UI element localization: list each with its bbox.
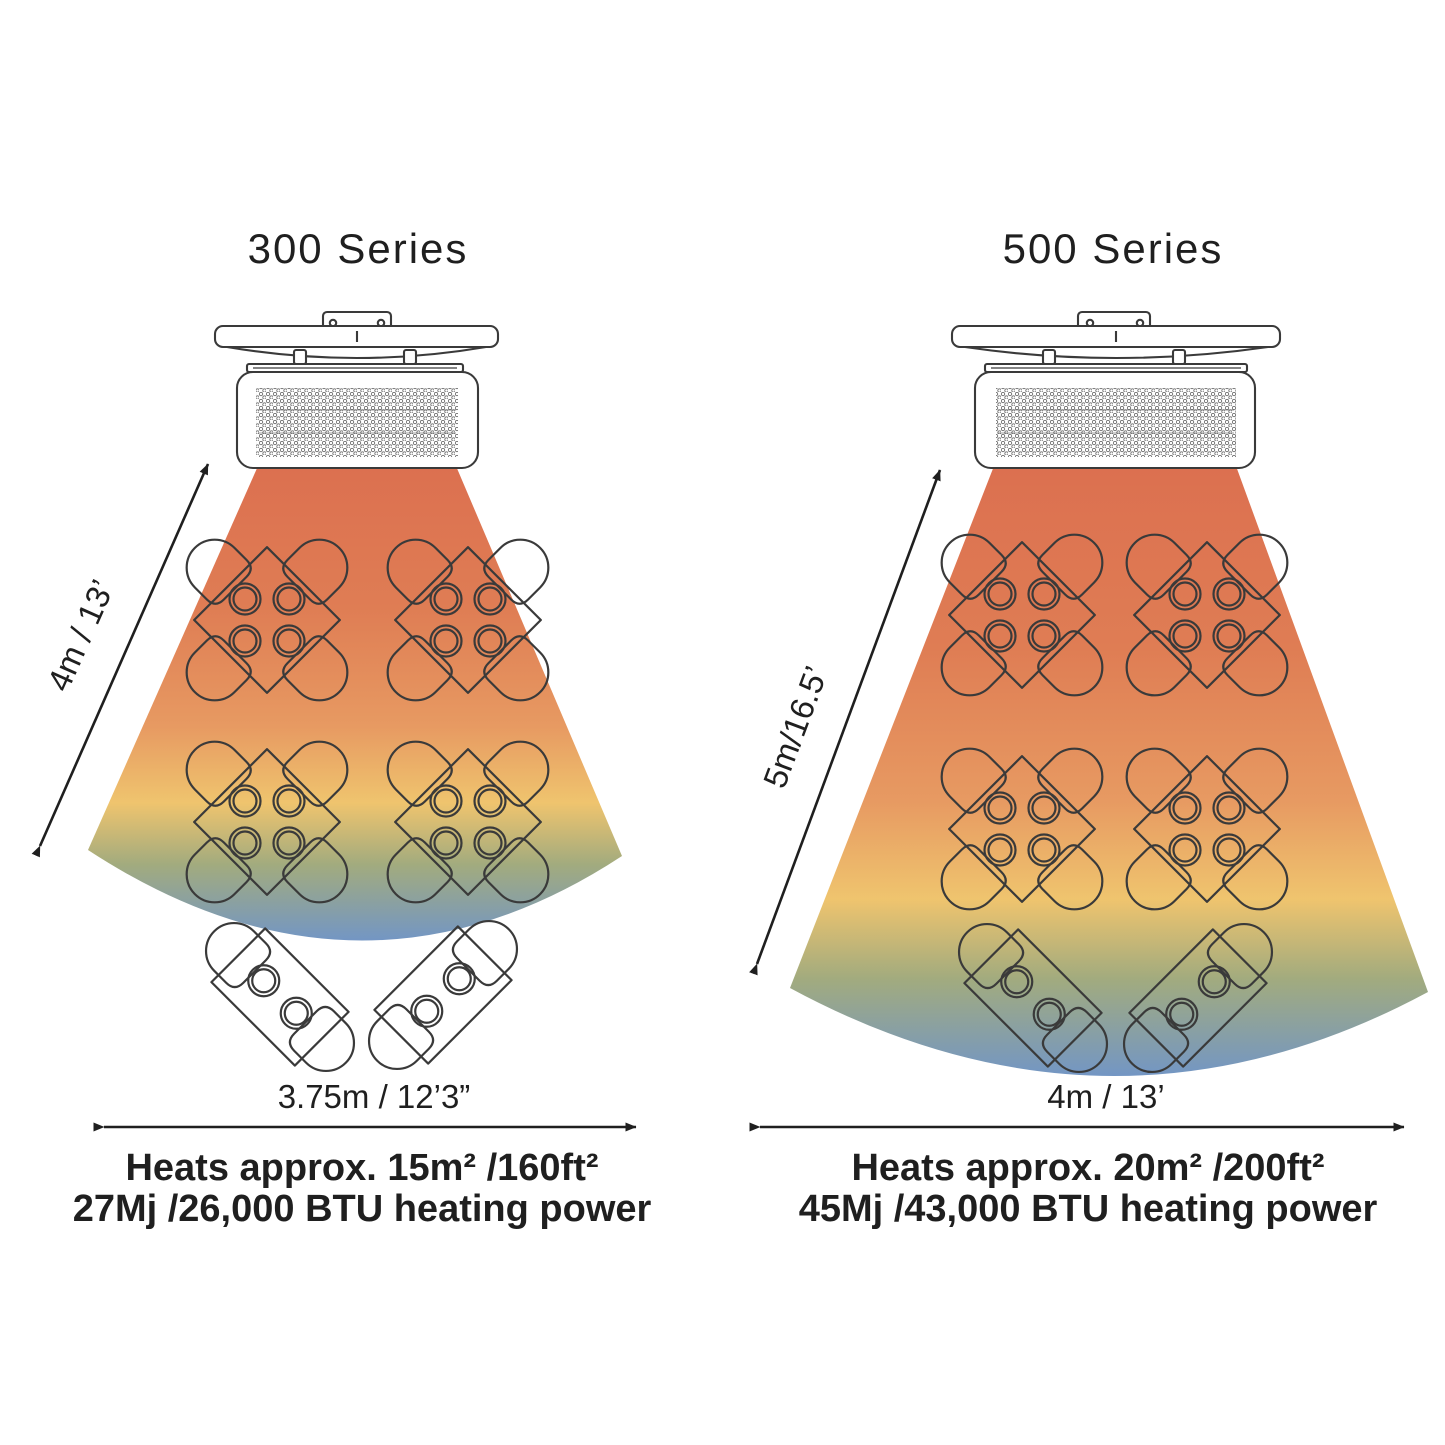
diagonal-dimension-label-500: 5m/16.5’: [756, 661, 835, 793]
heat-spread-cone-300: [88, 466, 622, 941]
heating-power-label-500: 45Mj /43,000 BTU heating power: [799, 1188, 1378, 1230]
heats-area-label-300: Heats approx. 15m² /160ft²: [125, 1147, 598, 1189]
panel-title-500: 500 Series: [1003, 225, 1224, 272]
diagonal-dimension-label-300: 4m / 13’: [40, 574, 122, 696]
width-dimension-label-300: 3.75m / 12’3”: [278, 1078, 471, 1115]
panel-300-series: 300 Series 4m / 13’ 3.75m / 12’3” Heats …: [31, 225, 652, 1230]
heater-illustration-500: [950, 310, 1282, 470]
width-dimension-label-500: 4m / 13’: [1047, 1078, 1164, 1115]
diagonal-dimension-arrow-500: [749, 469, 942, 976]
heater-mesh-500: [996, 388, 1236, 457]
heater-mesh-300: [256, 388, 458, 457]
diagonal-dimension-arrow-300: [31, 463, 210, 858]
panel-500-series: 500 Series 5m/16.5’ 4m / 13’ Heats appro…: [749, 225, 1428, 1230]
heats-area-label-500: Heats approx. 20m² /200ft²: [851, 1147, 1324, 1189]
panel-title-300: 300 Series: [248, 225, 469, 272]
heat-spread-cone-500: [790, 466, 1428, 1077]
heater-illustration-300: [213, 310, 500, 470]
heating-power-label-300: 27Mj /26,000 BTU heating power: [73, 1188, 652, 1230]
